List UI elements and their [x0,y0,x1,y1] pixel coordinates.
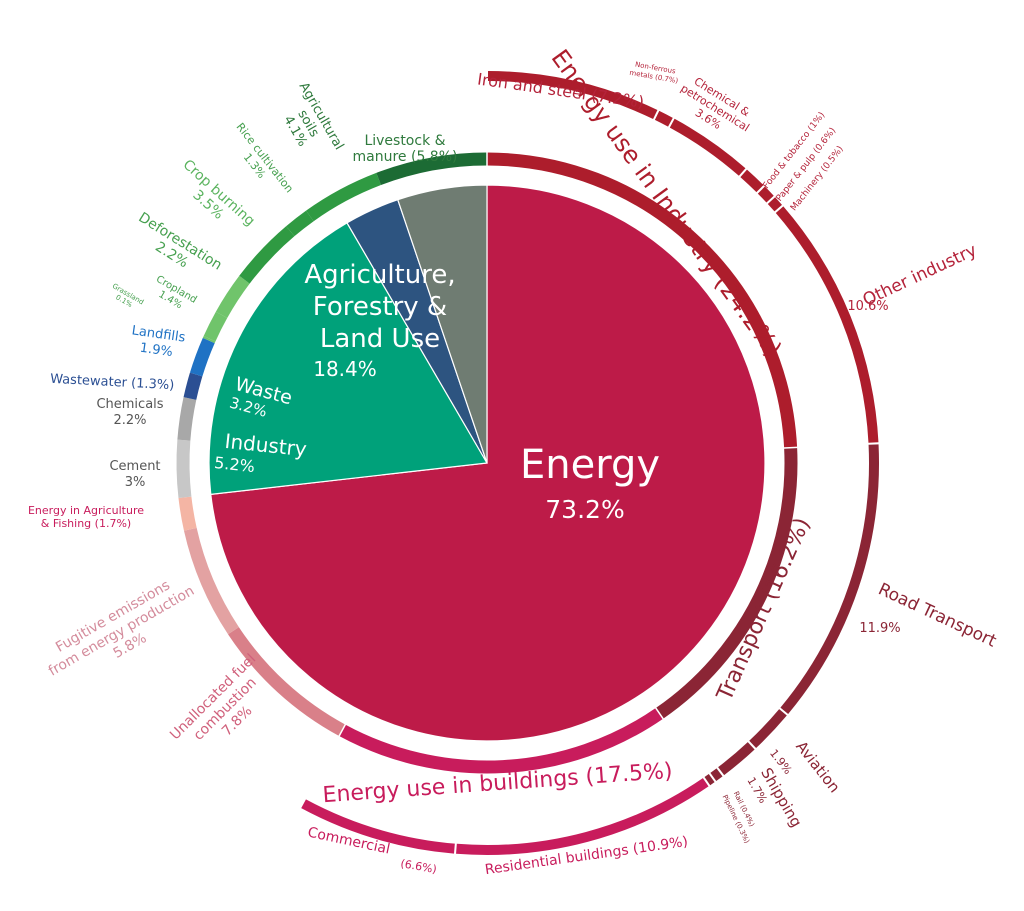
label-energy-agriculture-line: & Fishing (1.7%) [41,517,131,530]
ring-ag_soils [306,172,382,222]
label-afolu: Agriculture,Forestry &Land Use [304,260,455,354]
label-energy-agriculture: Energy in Agriculture& Fishing (1.7%) [28,504,144,530]
ring-unallocated [228,627,346,737]
label-livestock-line: Livestock & [364,133,445,149]
label-landfills-line: Landfills [131,323,187,345]
ring-energy_ag [178,496,197,531]
ring-outer-paper [757,186,774,203]
ring-outer-food [740,169,764,193]
ring-grassland [202,336,216,344]
label-afolu-line: Forestry & [313,292,447,322]
ring-cement [176,439,192,499]
ring-landfills [189,337,215,377]
ring-outer-residential [456,778,709,855]
ring-separator [337,722,348,739]
pie-slice-afolu [208,222,488,496]
ring-energy-use-in-buildings [339,707,664,774]
ring-outer-pipeline [704,774,715,786]
label-fugitive-line: from energy production [46,583,197,680]
label-livestock: Livestock &manure (5.8%) [353,133,458,165]
label-livestock-line: manure (5.8%) [353,149,458,165]
label-chemicals-line: 2.2% [113,413,146,428]
ring-outer-commercial [301,799,455,854]
ring-crop_burning [239,226,295,284]
ring-separator [781,446,800,449]
label-energy: Energy [520,442,660,488]
ring-outer-road [780,444,879,714]
ring-outer-other_industry [775,206,879,443]
label-energy-value: 73.2% [545,495,624,524]
ring-outer-non_ferrous [654,110,673,127]
ring-outer-iron_steel [487,71,658,119]
label-landfills-line: 1.9% [139,341,174,360]
ring-outer-aviation [749,709,787,749]
ring-outer-machinery [767,197,782,212]
ring-outer-shipping [718,742,755,776]
label-afolu-value: 18.4% [313,357,377,381]
label-wastewater: Wastewater (1.3%) [50,372,175,393]
label-afolu-line: Land Use [320,324,440,354]
ring-outer-chemical [669,118,746,176]
pie-slice-energy [210,184,766,742]
ring-fugitive [183,527,239,635]
ring-chemicals [177,397,197,441]
label-energy-agriculture-line: Energy in Agriculture [28,504,144,517]
label-industry-value: 5.2% [213,453,255,476]
ring-outer-rail [710,768,723,781]
ring-energy-use-in-industry [486,152,798,449]
ring-cropland [203,311,228,342]
ring-transport [655,447,798,719]
label-cement-line: Cement [109,459,160,474]
label-chemicals-line: Chemicals [96,397,163,412]
label-road-transport-value: 11.9% [859,621,900,636]
ring-separator [653,705,666,722]
label-cement-line: 3% [125,475,146,490]
label-other-industry-value: 10.6% [847,299,888,314]
ring-deforestation [215,275,250,319]
ring-wastewater [183,372,203,400]
pie-slice-industry [397,184,488,464]
label-afolu-line: Agriculture, [304,260,455,290]
label-commercial-value: (6.6%) [399,857,437,876]
ring-rice [286,210,314,237]
label-road-transport: Road Transport [875,579,1000,651]
ring-livestock [376,152,488,186]
label-aviation: Aviation [792,738,843,797]
